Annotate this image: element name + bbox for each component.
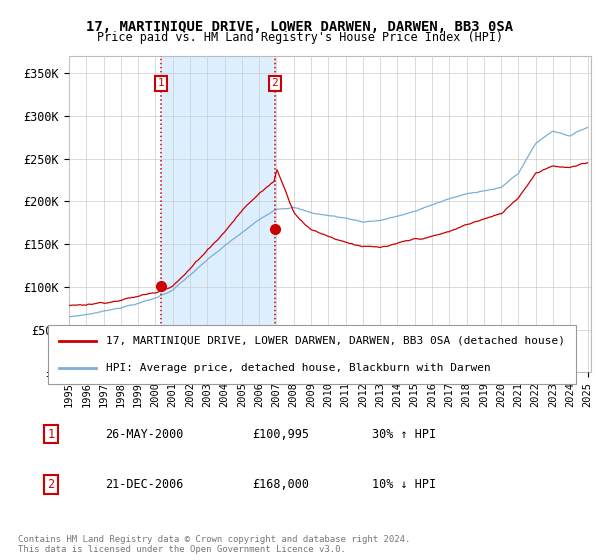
Text: 1: 1 [158, 78, 164, 88]
Text: 2: 2 [272, 78, 278, 88]
Text: Contains HM Land Registry data © Crown copyright and database right 2024.
This d: Contains HM Land Registry data © Crown c… [18, 535, 410, 554]
Text: 2: 2 [47, 478, 55, 491]
Text: £168,000: £168,000 [252, 478, 309, 491]
Text: 30% ↑ HPI: 30% ↑ HPI [372, 427, 436, 441]
Text: 17, MARTINIQUE DRIVE, LOWER DARWEN, DARWEN, BB3 0SA: 17, MARTINIQUE DRIVE, LOWER DARWEN, DARW… [86, 20, 514, 34]
Bar [161, 56, 275, 372]
FancyBboxPatch shape [48, 325, 576, 384]
Text: 17, MARTINIQUE DRIVE, LOWER DARWEN, DARWEN, BB3 0SA (detached house): 17, MARTINIQUE DRIVE, LOWER DARWEN, DARW… [106, 335, 565, 346]
Text: 1: 1 [47, 427, 55, 441]
Text: 21-DEC-2006: 21-DEC-2006 [105, 478, 184, 491]
Text: 10% ↓ HPI: 10% ↓ HPI [372, 478, 436, 491]
Text: HPI: Average price, detached house, Blackburn with Darwen: HPI: Average price, detached house, Blac… [106, 363, 491, 373]
Text: £100,995: £100,995 [252, 427, 309, 441]
Text: Price paid vs. HM Land Registry's House Price Index (HPI): Price paid vs. HM Land Registry's House … [97, 31, 503, 44]
Text: 26-MAY-2000: 26-MAY-2000 [105, 427, 184, 441]
